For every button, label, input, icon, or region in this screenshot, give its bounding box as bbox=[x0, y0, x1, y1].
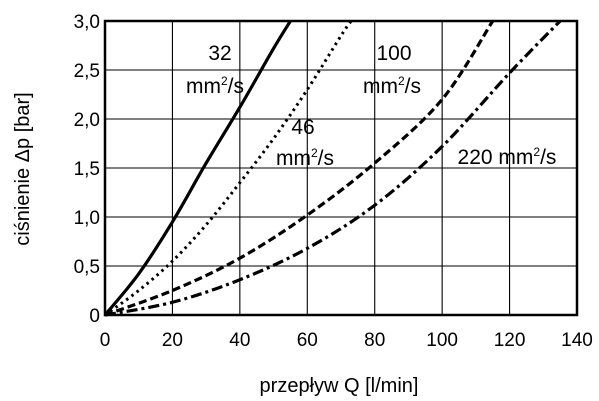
x-axis-label: przepływ Q [l/min] bbox=[260, 375, 419, 397]
y-tick-label: 1,0 bbox=[74, 208, 100, 229]
series-line-32 bbox=[103, 20, 292, 317]
y-tick-label: 0 bbox=[89, 306, 100, 327]
series-label-32-unit: mm2/s bbox=[186, 74, 244, 98]
chart-grid bbox=[105, 21, 577, 315]
x-tick-label: 60 bbox=[297, 330, 318, 351]
x-axis-ticks: 0 20 40 60 80 100 120 140 bbox=[100, 330, 593, 351]
series-line-46 bbox=[104, 20, 353, 317]
x-tick-label: 20 bbox=[162, 330, 183, 351]
x-tick-label: 120 bbox=[494, 330, 526, 351]
x-tick-label: 140 bbox=[561, 330, 593, 351]
y-axis-label: ciśnienie Δp [bar] bbox=[12, 92, 34, 245]
y-tick-label: 1,5 bbox=[74, 159, 100, 180]
series-label-220: 220 mm2/s bbox=[458, 145, 557, 169]
chart-series bbox=[103, 19, 562, 317]
series-label-46: 46 bbox=[291, 116, 314, 139]
x-tick-label: 80 bbox=[364, 330, 385, 351]
series-label-32: 32 bbox=[208, 42, 231, 65]
plot-frame bbox=[103, 19, 579, 317]
x-tick-label: 0 bbox=[100, 330, 111, 351]
series-label-46-unit: mm2/s bbox=[276, 146, 334, 170]
y-tick-label: 2,0 bbox=[74, 110, 100, 131]
series-label-100-unit: mm2/s bbox=[363, 74, 421, 98]
series-line-100 bbox=[104, 20, 495, 317]
x-tick-label: 100 bbox=[426, 330, 458, 351]
y-axis-ticks: 0 0,5 1,0 1,5 2,0 2,5 3,0 bbox=[74, 12, 100, 327]
x-tick-label: 40 bbox=[229, 330, 250, 351]
y-tick-label: 2,5 bbox=[74, 61, 100, 82]
series-label-100: 100 bbox=[376, 42, 411, 65]
y-tick-label: 3,0 bbox=[74, 12, 100, 33]
y-tick-label: 0,5 bbox=[74, 257, 100, 278]
